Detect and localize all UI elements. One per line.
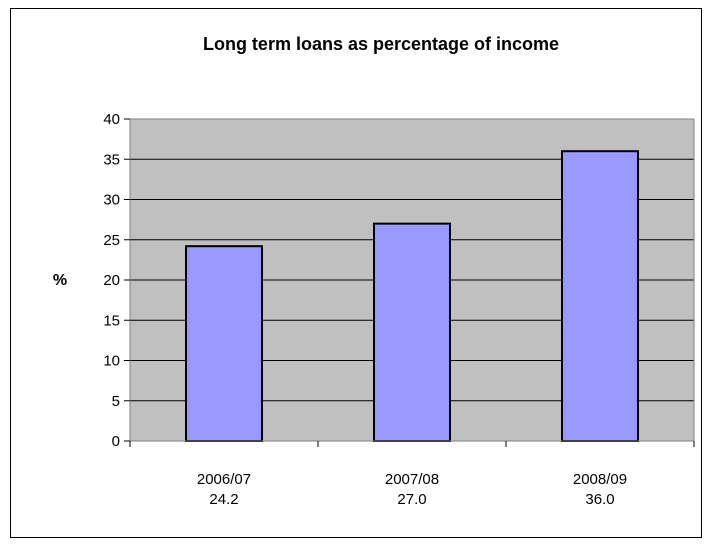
chart-title: Long term loans as percentage of income (203, 34, 559, 54)
x-tick-label: 2007/08 (385, 471, 439, 488)
x-value-label: 24.2 (209, 491, 238, 508)
y-tick-label: 35 (103, 151, 120, 168)
x-tick-label: 2006/07 (197, 471, 251, 488)
bar-2007-08 (373, 222, 451, 442)
x-tick-labels: 2006/07 24.2 2007/08 27.0 2008/09 36.0 (197, 471, 627, 508)
bars (185, 150, 639, 442)
y-tick-label: 0 (112, 433, 120, 450)
axes (124, 118, 695, 447)
bar-2006-07 (185, 245, 263, 442)
y-tick-label: 10 (103, 353, 120, 370)
y-axis-label: % (53, 272, 67, 289)
y-tick-label: 30 (103, 192, 120, 209)
y-tick-label: 25 (103, 232, 120, 249)
y-tick-label: 15 (103, 312, 120, 329)
x-value-label: 36.0 (585, 491, 614, 508)
y-tick-label: 20 (103, 272, 120, 289)
y-tick-labels: 0 5 10 15 20 25 30 35 40 (103, 111, 120, 450)
y-tick-label: 5 (112, 393, 120, 410)
x-tick-label: 2008/09 (573, 471, 627, 488)
y-tick-label: 40 (103, 111, 120, 128)
bar-2008-09 (561, 150, 639, 442)
x-value-label: 27.0 (397, 491, 426, 508)
